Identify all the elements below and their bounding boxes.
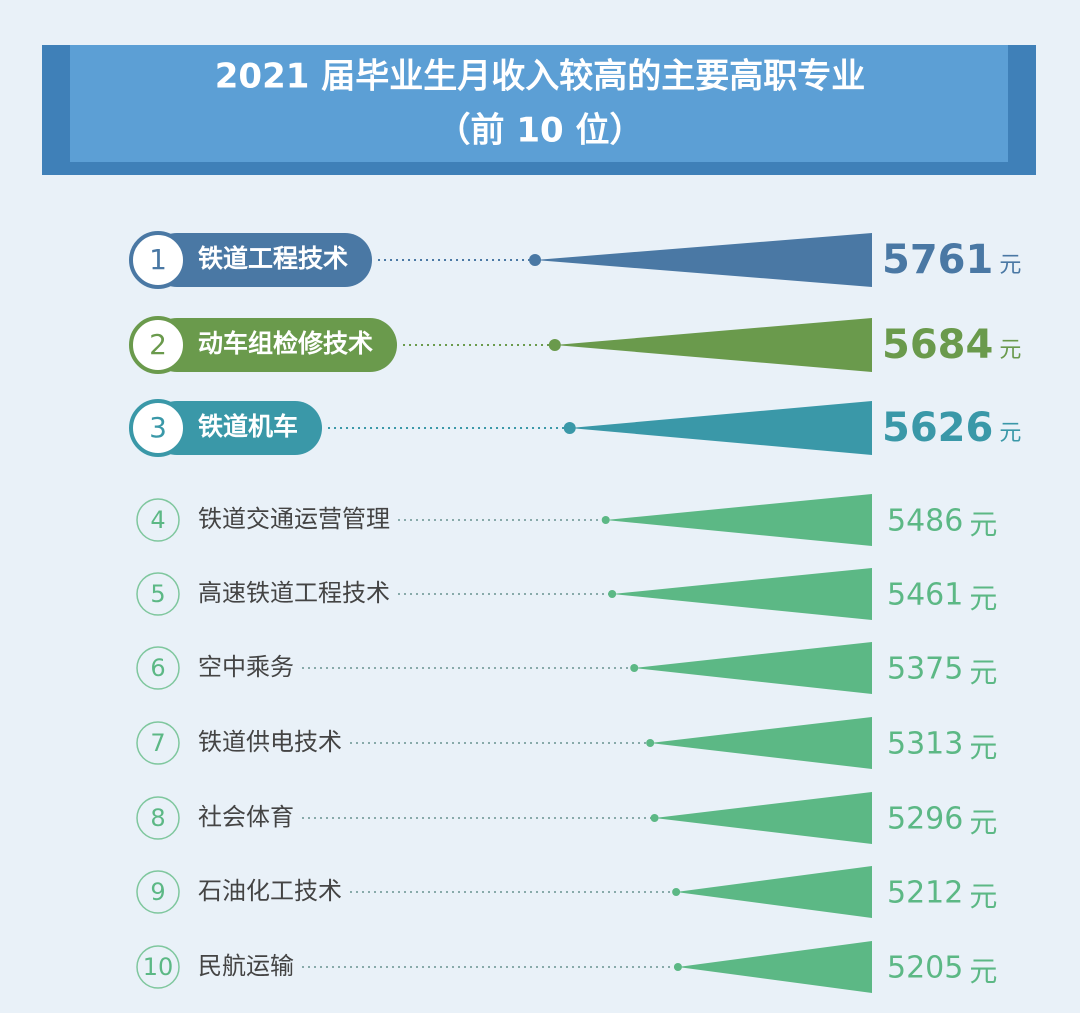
value-label: 5684 xyxy=(882,322,993,368)
value-triangle xyxy=(569,401,872,455)
label-pill xyxy=(150,318,398,372)
value-label: 5375 xyxy=(887,652,963,687)
value-triangle xyxy=(677,941,872,993)
value-label: 5461 xyxy=(887,578,963,613)
rank-circle xyxy=(136,796,180,840)
tip-dot xyxy=(563,422,576,434)
unit-label: 元 xyxy=(969,508,997,541)
rank-label: 2 xyxy=(149,328,167,361)
unit-label: 元 xyxy=(969,656,997,689)
category-label: 石油化工技术 xyxy=(198,877,342,905)
rank-circle xyxy=(136,945,180,989)
rank-label: 4 xyxy=(150,506,165,534)
tip-dot xyxy=(548,339,561,351)
tip-dot xyxy=(608,590,617,598)
rank-label: 8 xyxy=(150,804,165,832)
header xyxy=(70,45,1008,162)
value-label: 5626 xyxy=(882,405,993,451)
value-triangle xyxy=(634,642,872,694)
value-triangle xyxy=(654,792,872,844)
category-label: 铁道工程技术 xyxy=(198,244,348,273)
rank-label: 5 xyxy=(150,580,165,608)
tip-dot xyxy=(673,963,682,971)
category-label: 高速铁道工程技术 xyxy=(198,579,390,607)
value-label: 5205 xyxy=(887,951,963,986)
value-label: 5313 xyxy=(887,727,963,762)
category-label: 空中乘务 xyxy=(198,653,294,681)
unit-label: 元 xyxy=(969,880,997,913)
unit-label: 元 xyxy=(999,421,1021,446)
unit-label: 元 xyxy=(969,582,997,615)
value-label: 5296 xyxy=(887,802,963,837)
rank-circle xyxy=(136,498,180,542)
tip-dot xyxy=(672,888,681,896)
rank-circle xyxy=(129,231,187,289)
unit-label: 元 xyxy=(999,253,1021,278)
rank-label: 9 xyxy=(150,878,165,906)
category-label: 铁道机车 xyxy=(198,412,298,441)
rank-label: 6 xyxy=(150,654,165,682)
tip-dot xyxy=(601,516,610,524)
value-triangle xyxy=(605,494,872,546)
value-triangle xyxy=(612,568,872,620)
tip-dot xyxy=(650,814,659,822)
unit-label: 元 xyxy=(969,731,997,764)
category-label: 铁道供电技术 xyxy=(198,728,342,756)
unit-label: 元 xyxy=(969,955,997,988)
rank-circle xyxy=(136,870,180,914)
rank-label: 1 xyxy=(149,243,167,276)
category-label: 民航运输 xyxy=(198,952,294,980)
category-label: 社会体育 xyxy=(198,803,294,831)
value-triangle xyxy=(676,866,872,918)
tip-dot xyxy=(646,739,655,747)
rank-circle xyxy=(136,572,180,616)
rank-circle xyxy=(129,399,187,457)
label-pill xyxy=(150,401,323,455)
rank-label: 7 xyxy=(150,729,165,757)
value-triangle xyxy=(554,318,872,372)
rank-label: 10 xyxy=(143,953,174,981)
value-label: 5761 xyxy=(882,237,993,283)
unit-label: 元 xyxy=(969,806,997,839)
value-triangle xyxy=(535,233,872,287)
chart-subtitle: （前 10 位） xyxy=(437,111,644,151)
category-label: 动车组检修技术 xyxy=(198,329,373,358)
label-pill xyxy=(150,233,373,287)
value-triangle xyxy=(650,717,872,769)
rank-circle xyxy=(136,721,180,765)
category-label: 铁道交通运营管理 xyxy=(198,505,390,533)
rank-circle xyxy=(136,646,180,690)
unit-label: 元 xyxy=(999,338,1021,363)
rank-circle xyxy=(129,316,187,374)
value-label: 5486 xyxy=(887,504,963,539)
tip-dot xyxy=(529,254,542,266)
tip-dot xyxy=(630,664,639,672)
rank-label: 3 xyxy=(149,411,167,444)
chart-title: 2021 届毕业生月收入较高的主要高职专业 xyxy=(215,57,865,97)
value-label: 5212 xyxy=(887,876,963,911)
